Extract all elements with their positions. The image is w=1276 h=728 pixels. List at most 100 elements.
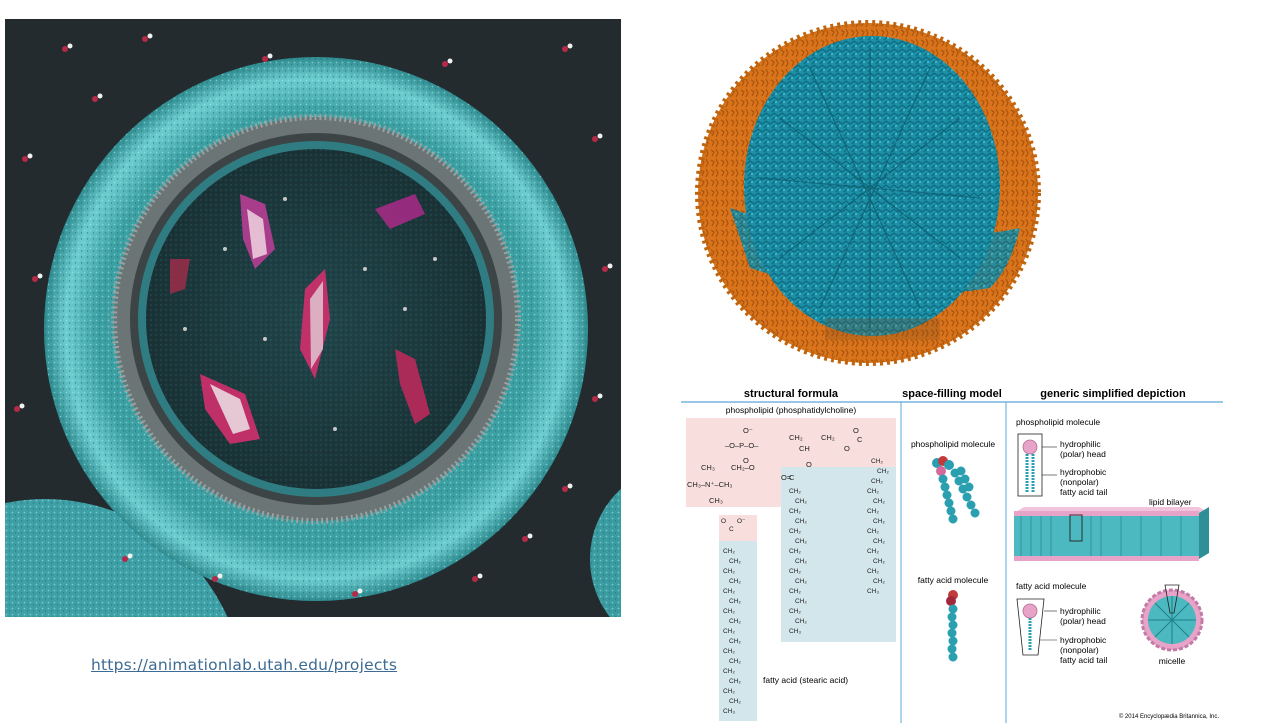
- hydrophilic-label-1: hydrophilic: [1060, 439, 1101, 449]
- svg-text:CH₂: CH₂: [729, 618, 741, 625]
- svg-text:CH₂: CH₂: [871, 478, 883, 485]
- lipid-bilayer-label: lipid bilayer: [1149, 497, 1192, 507]
- fa-hydrophilic-label-1: hydrophilic: [1060, 606, 1101, 616]
- svg-text:CH₃: CH₃: [701, 463, 715, 472]
- svg-text:O: O: [844, 444, 850, 453]
- svg-text:C: C: [857, 435, 863, 444]
- svg-text:CH₂: CH₂: [873, 498, 885, 505]
- svg-text:CH₂: CH₂: [795, 598, 807, 605]
- micelle-model-art: [695, 20, 1041, 366]
- svg-text:CH₂: CH₂: [867, 568, 879, 575]
- svg-text:O: O: [806, 460, 812, 469]
- svg-text:C: C: [789, 473, 795, 482]
- svg-text:CH₂: CH₂: [723, 668, 735, 675]
- svg-text:CH₂: CH₂: [873, 518, 885, 525]
- tail-panel-1: [781, 467, 896, 642]
- svg-text:CH₂: CH₂: [723, 608, 735, 615]
- svg-text:CH₂–O: CH₂–O: [731, 463, 755, 472]
- svg-text:CH₂: CH₂: [729, 658, 741, 665]
- fa-hydrophobic-label-1: hydrophobic: [1060, 635, 1107, 645]
- lipid-bilayer-graphic: [1014, 507, 1209, 561]
- col-header-structural: structural formula: [744, 388, 839, 400]
- svg-text:O: O: [853, 426, 859, 435]
- col-header-space-filling: space-filling model: [902, 388, 1002, 400]
- fa-hydrophilic-label-2: (polar) head: [1060, 616, 1106, 626]
- acid-head-panel: [719, 515, 757, 541]
- copyright-notice: © 2014 Encyclopædia Britannica, Inc.: [1119, 713, 1219, 720]
- phospholipid-icon-box: [1017, 433, 1043, 497]
- svg-text:CH₃: CH₃: [709, 496, 723, 505]
- svg-text:CH₂: CH₂: [789, 548, 801, 555]
- sf-fatty-acid-model: [946, 590, 958, 662]
- sf-fatty-acid-label: fatty acid molecule: [918, 575, 989, 585]
- svg-text:CH₃: CH₃: [867, 588, 879, 595]
- col-header-generic: generic simplified depiction: [1040, 388, 1186, 400]
- svg-text:CH₂: CH₂: [877, 468, 889, 475]
- head-panel: [686, 418, 896, 507]
- sf-phospholipid-model: [932, 456, 980, 524]
- svg-text:O⁻: O⁻: [737, 518, 746, 525]
- svg-text:CH₂: CH₂: [723, 568, 735, 575]
- phospholipid-diagram: structural formula space-filling model g…: [681, 385, 1223, 723]
- gen-fatty-acid-label: fatty acid molecule: [1016, 581, 1087, 591]
- svg-text:CH₂: CH₂: [723, 628, 735, 635]
- svg-text:CH₃–N⁺–CH₃: CH₃–N⁺–CH₃: [687, 480, 733, 489]
- svg-text:CH₂: CH₂: [789, 433, 803, 442]
- tail-panel-2: [836, 467, 896, 487]
- fa-hydrophobic-label-2: (nonpolar): [1060, 645, 1099, 655]
- svg-text:CH₂: CH₂: [873, 558, 885, 565]
- svg-text:CH₂: CH₂: [873, 578, 885, 585]
- vesicle-art: [5, 19, 621, 617]
- svg-text:CH₂: CH₂: [729, 578, 741, 585]
- svg-text:CH₂: CH₂: [789, 508, 801, 515]
- svg-text:CH₂: CH₂: [723, 548, 735, 555]
- micelle-molecular-model: [690, 8, 1080, 373]
- svg-text:CH₂: CH₂: [723, 688, 735, 695]
- source-link[interactable]: https://animationlab.utah.edu/projects: [91, 656, 398, 674]
- svg-text:CH₂: CH₂: [723, 648, 735, 655]
- fa-head-sphere-icon: [1022, 603, 1038, 619]
- hydrophobic-label-3: fatty acid tail: [1060, 487, 1107, 497]
- acid-tail-panel: [719, 541, 757, 721]
- svg-text:CH₂: CH₂: [729, 638, 741, 645]
- svg-text:O: O: [721, 518, 726, 525]
- svg-text:CH₂: CH₂: [871, 458, 883, 465]
- svg-text:O=: O=: [781, 473, 792, 482]
- stearic-acid-formula: OCO⁻ CH₂ CH₂ CH₂ CH₂ CH₂ CH₂ CH₂ CH₂ CH₂ CH₂ CH…: [721, 518, 746, 715]
- hydrophobic-label-2: (nonpolar): [1060, 477, 1099, 487]
- head-sphere-icon: [1022, 439, 1038, 455]
- svg-text:CH₂: CH₂: [729, 678, 741, 685]
- phospholipid-formula: O⁻ –O–P–O– O CH₂–O CH₃ CH₃–N⁺–CH₃ CH₃ CH₂ CH C…: [687, 426, 863, 505]
- svg-text:CH₂: CH₂: [873, 538, 885, 545]
- vesicle-illustration: [5, 19, 621, 617]
- svg-text:CH₂: CH₂: [789, 568, 801, 575]
- sf-phospholipid-label: phospholipid molecule: [911, 439, 995, 449]
- svg-text:O: O: [743, 456, 749, 465]
- svg-text:CH₂: CH₂: [795, 578, 807, 585]
- svg-text:CH₂: CH₂: [723, 588, 735, 595]
- fa-hydrophobic-label-3: fatty acid tail: [1060, 655, 1107, 665]
- svg-text:CH₂: CH₂: [789, 588, 801, 595]
- micelle-label: micelle: [1159, 656, 1186, 666]
- hydrophilic-label-2: (polar) head: [1060, 449, 1106, 459]
- svg-text:CH₂: CH₂: [729, 558, 741, 565]
- diagram-art: structural formula space-filling model g…: [681, 388, 1223, 723]
- svg-text:O⁻: O⁻: [743, 426, 753, 435]
- svg-text:CH₂: CH₂: [795, 498, 807, 505]
- svg-text:CH₂: CH₂: [795, 618, 807, 625]
- svg-text:CH₂: CH₂: [867, 488, 879, 495]
- hydrophobic-label-1: hydrophobic: [1060, 467, 1107, 477]
- svg-text:CH₂: CH₂: [729, 598, 741, 605]
- gen-phospholipid-label: phospholipid molecule: [1016, 417, 1100, 427]
- svg-text:CH₂: CH₂: [821, 433, 835, 442]
- fatty-acid-caption: fatty acid (stearic acid): [763, 675, 848, 685]
- svg-text:CH₂: CH₂: [789, 608, 801, 615]
- svg-text:CH₂: CH₂: [795, 538, 807, 545]
- svg-text:C: C: [729, 526, 734, 533]
- svg-text:–O–P–O–: –O–P–O–: [725, 441, 759, 450]
- svg-text:CH₂: CH₂: [867, 528, 879, 535]
- svg-text:CH₂: CH₂: [789, 528, 801, 535]
- svg-text:CH₂: CH₂: [867, 548, 879, 555]
